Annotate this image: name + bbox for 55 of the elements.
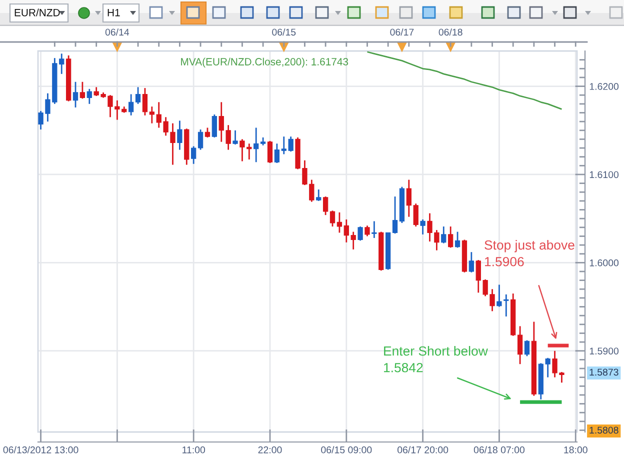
candlestick (468, 251, 474, 274)
text: 06/14 (105, 28, 130, 36)
y-tick-label: 1.5900 (590, 348, 619, 354)
annotation: Stop just above 1.5906 (484, 240, 574, 266)
x-tick-label: 22:00 (258, 446, 282, 454)
chart-subtitle: H1 (108, 9, 120, 16)
candlestick (142, 87, 148, 116)
candlestick (254, 127, 259, 163)
candlestick (128, 94, 134, 116)
candlestick (454, 231, 460, 248)
y-tick-label: 1.6200 (590, 83, 619, 90)
candlestick (274, 142, 280, 164)
candlestick (517, 325, 523, 365)
candlestick (336, 212, 342, 234)
candlestick (392, 196, 398, 234)
candlestick (322, 196, 328, 216)
x-tick-label: 18:00 (564, 446, 588, 454)
x-tick-label: 06/17 20:00 (398, 446, 448, 454)
candlestick (72, 81, 78, 108)
text: 06/17 (390, 28, 414, 36)
candlestick (420, 218, 426, 236)
candlestick (204, 127, 210, 138)
candlestick (524, 340, 530, 357)
candlestick (177, 120, 182, 150)
text: 1.5808 (590, 426, 618, 434)
candlestick (80, 81, 86, 100)
x-tick-label: 11:00 (182, 446, 206, 454)
annotation: Enter Short below 1.5842 (384, 346, 488, 372)
candlestick (372, 220, 377, 239)
candlestick (448, 226, 454, 248)
candlestick (316, 188, 322, 202)
candlestick (330, 210, 336, 228)
candlestick (364, 224, 370, 237)
series-label: MVA(EUR/NZD.Close,200): 1.61743 (181, 58, 348, 68)
candlestick (358, 226, 363, 242)
candlestick (267, 140, 273, 164)
x-tick-label: 06/18 07:00 (474, 446, 525, 454)
x-tick-label: 06/15 09:00 (321, 446, 372, 454)
candlestick (496, 284, 502, 308)
candlestick (198, 128, 204, 150)
x-tick-label: 06/13/2012 13:00 (3, 446, 78, 454)
candlestick (441, 226, 446, 244)
candlestick (232, 130, 238, 146)
y-tick-label: 1.6000 (590, 259, 619, 266)
candlestick (212, 114, 217, 138)
line-series (366, 51, 562, 110)
text: 1.5873 (590, 368, 618, 376)
text: 06/18 (438, 28, 462, 36)
candlestick (191, 146, 196, 165)
y-tick-label: 1.6100 (590, 171, 619, 178)
candlestick (86, 88, 92, 105)
candlestick (504, 294, 509, 318)
text: 06/15 (272, 28, 296, 36)
candlestick (135, 86, 141, 105)
chart-title: EUR/NZD (14, 8, 60, 16)
